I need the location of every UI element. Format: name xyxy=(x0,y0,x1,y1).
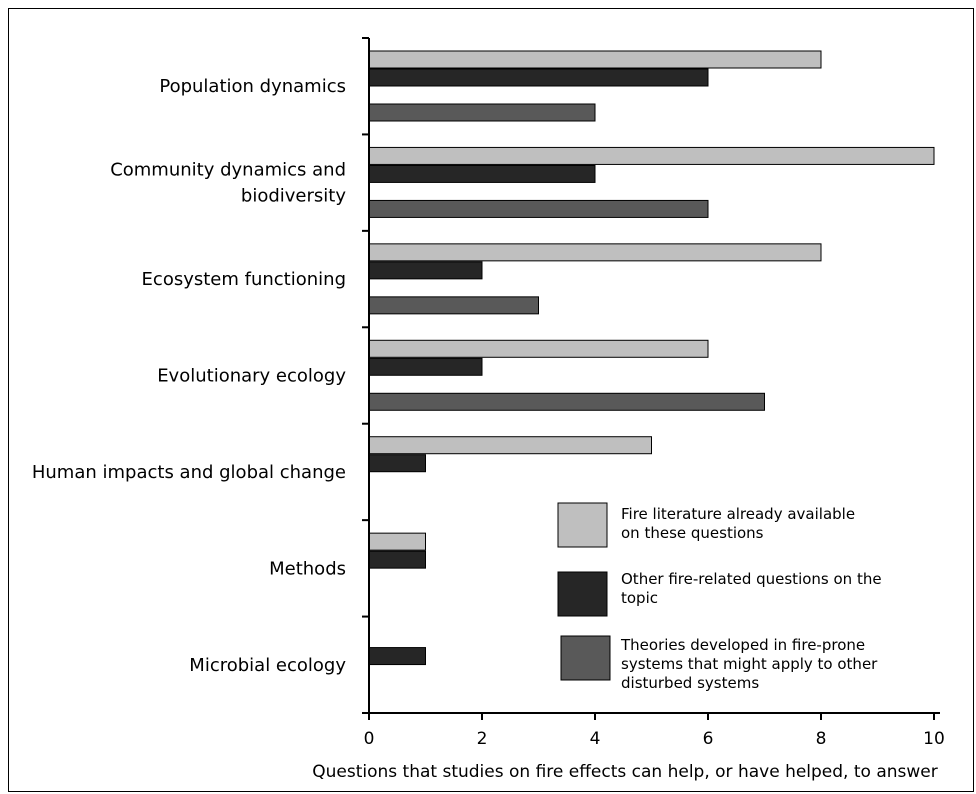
category-label: Methods xyxy=(269,558,346,579)
chart-frame xyxy=(8,8,974,792)
legend-label-2: topic xyxy=(621,589,658,607)
legend-swatch-3 xyxy=(560,635,611,681)
bar-series-1-cat-3 xyxy=(368,243,822,262)
bar-series-3-cat-4 xyxy=(368,392,765,411)
category-label: Evolutionary ecology xyxy=(157,366,346,387)
category-label: Population dynamics xyxy=(159,76,346,97)
bar-series-2-cat-3 xyxy=(368,261,483,280)
category-label: Microbial ecology xyxy=(189,655,346,676)
bar-series-3-cat-2 xyxy=(368,199,709,218)
bar-series-2-cat-6 xyxy=(368,550,426,569)
legend-swatch-2 xyxy=(557,571,608,617)
legend-label-3: Theories developed in fire-prone xyxy=(620,636,865,654)
legend-label-1: Fire literature already available xyxy=(621,505,855,523)
bar-series-2-cat-7 xyxy=(368,647,426,666)
bar-series-1-cat-1 xyxy=(368,50,822,69)
x-tick-label: 10 xyxy=(923,729,945,749)
bar-series-3-cat-1 xyxy=(368,103,596,122)
legend-swatch-1 xyxy=(557,502,608,548)
x-tick-labels: 0 2 4 6 8 10 xyxy=(364,729,945,749)
legend-label-1: on these questions xyxy=(621,524,764,542)
x-tick-label: 6 xyxy=(703,729,714,749)
bar-series-1-cat-2 xyxy=(368,146,935,165)
bar-series-3-cat-3 xyxy=(368,296,539,315)
category-label: biodiversity xyxy=(241,186,346,207)
x-axis-title: Questions that studies on fire effects c… xyxy=(312,762,938,782)
bars-group xyxy=(368,50,935,666)
x-tick-label: 2 xyxy=(477,729,488,749)
category-label: Community dynamics and xyxy=(110,160,346,181)
bar-series-2-cat-2 xyxy=(368,164,596,183)
category-labels: Population dynamics Community dynamics an… xyxy=(32,76,346,676)
bar-series-1-cat-5 xyxy=(368,436,652,455)
category-label: Ecosystem functioning xyxy=(142,269,346,290)
bar-series-2-cat-1 xyxy=(368,68,709,87)
bar-series-2-cat-4 xyxy=(368,357,483,376)
legend-label-3: disturbed systems xyxy=(621,674,759,692)
legend-label-3: systems that might apply to other xyxy=(621,655,878,673)
x-tick-label: 4 xyxy=(590,729,601,749)
x-tick-label: 8 xyxy=(816,729,827,749)
x-tick-label: 0 xyxy=(364,729,375,749)
category-label: Human impacts and global change xyxy=(32,462,346,483)
bar-series-1-cat-4 xyxy=(368,339,709,358)
bar-series-1-cat-6 xyxy=(368,532,426,551)
axes-group xyxy=(362,37,940,720)
legend-label-2: Other fire-related questions on the xyxy=(621,570,882,588)
bar-series-2-cat-5 xyxy=(368,454,426,473)
